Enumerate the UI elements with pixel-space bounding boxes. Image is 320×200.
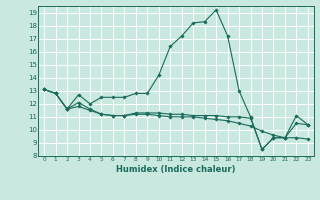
X-axis label: Humidex (Indice chaleur): Humidex (Indice chaleur) (116, 165, 236, 174)
